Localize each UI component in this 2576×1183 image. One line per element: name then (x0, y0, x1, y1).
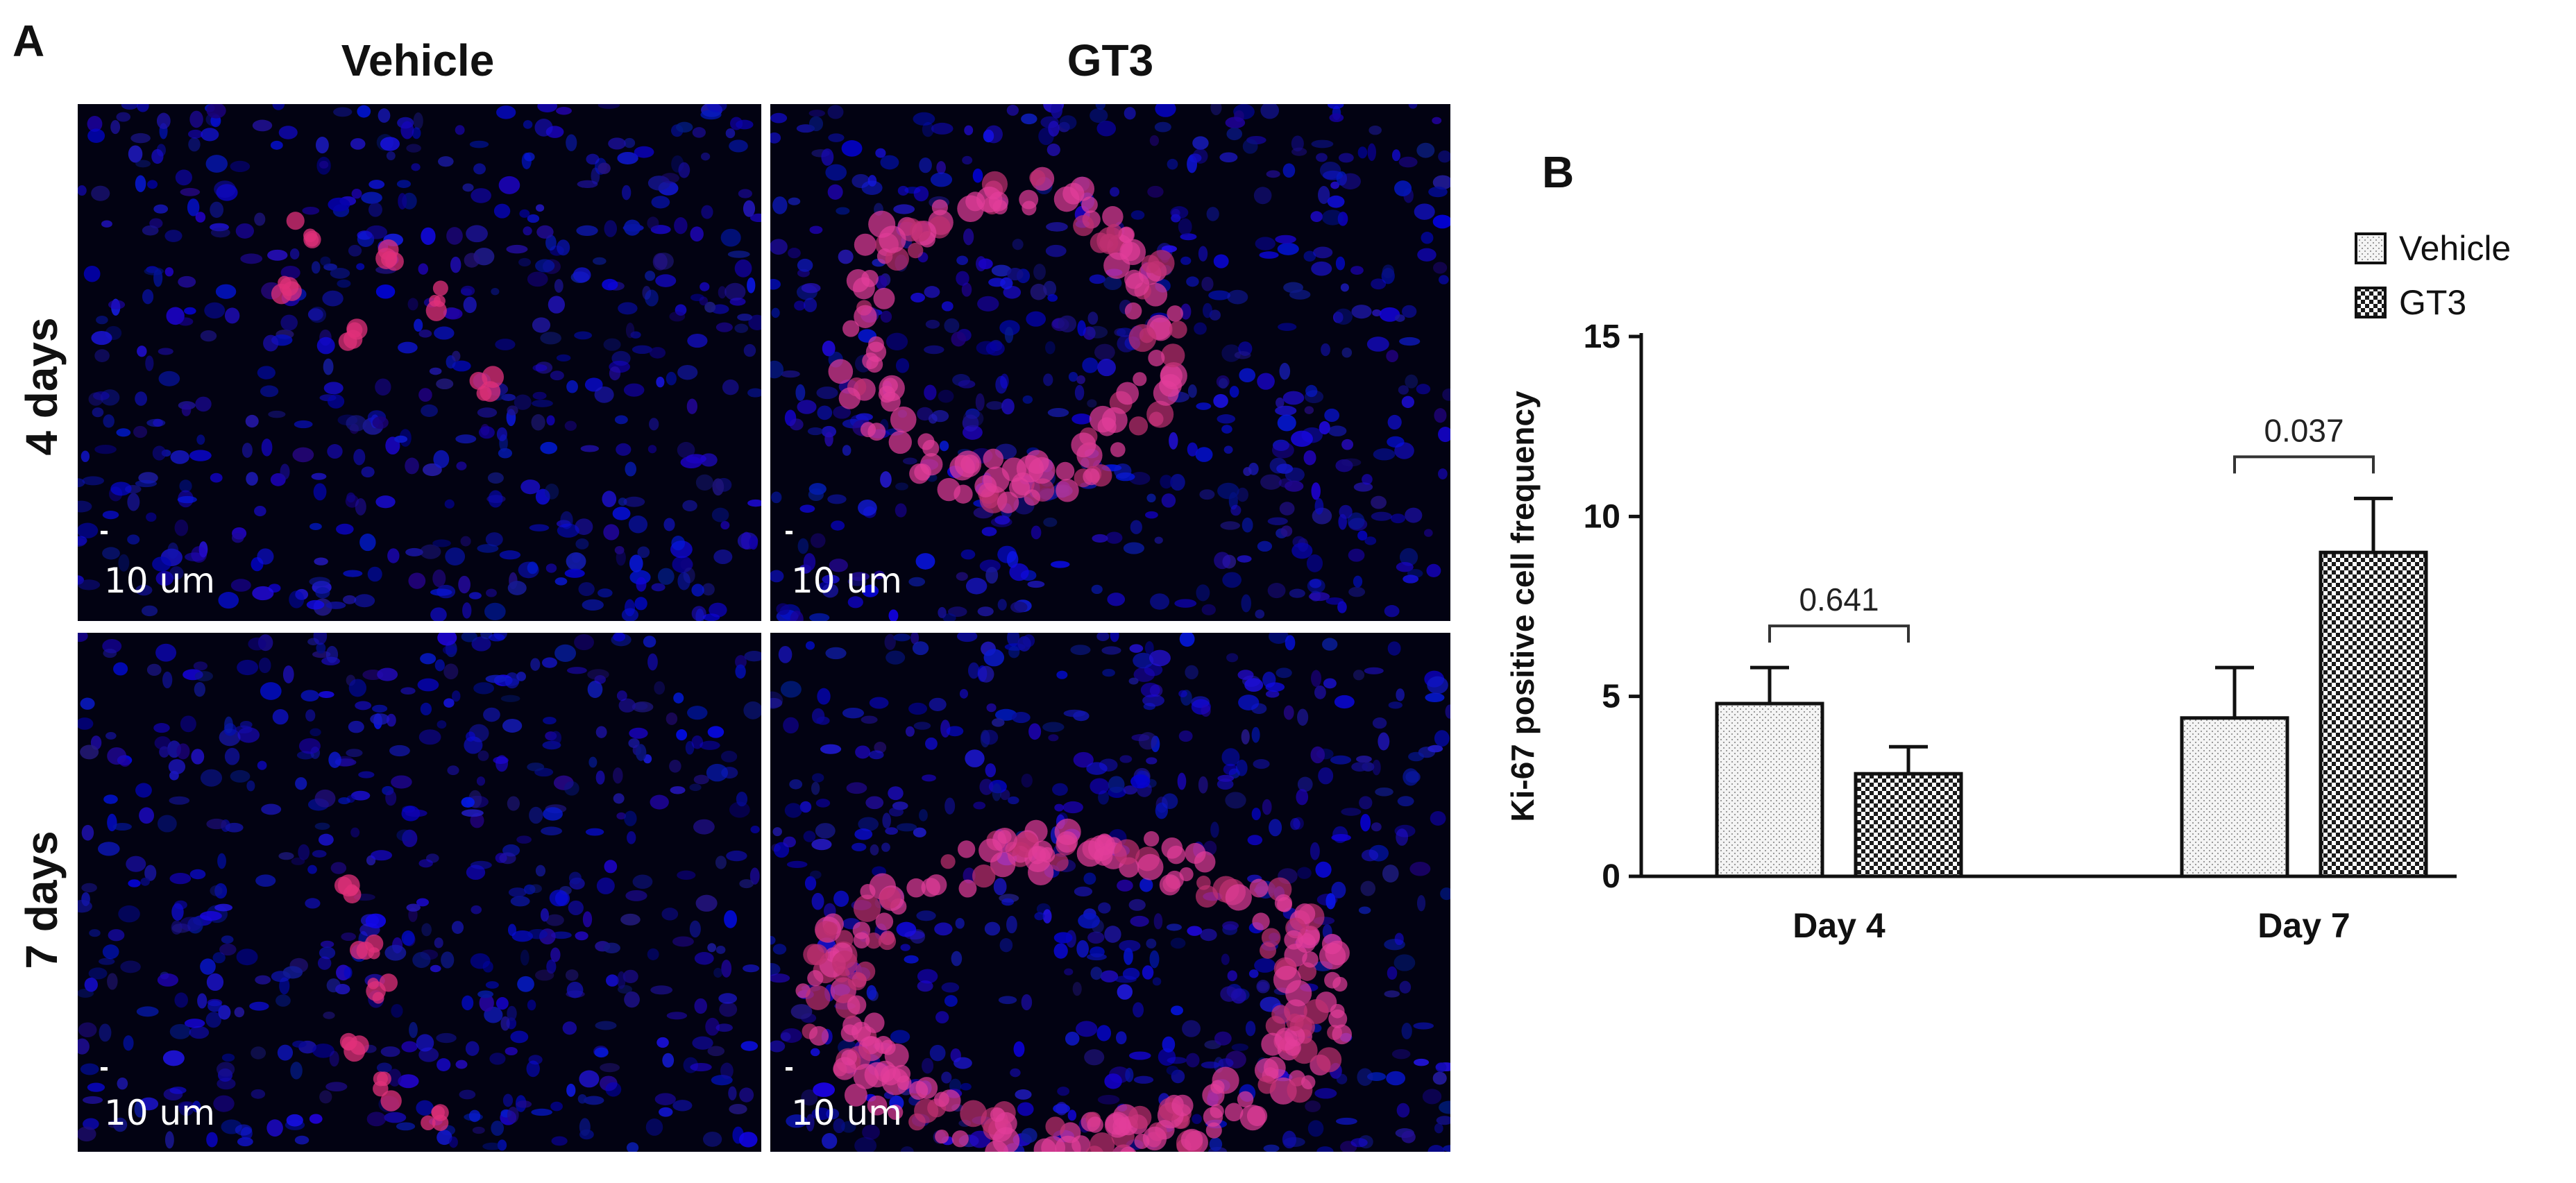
scale-label: 10 um (104, 1093, 215, 1133)
scale-bar (101, 531, 108, 534)
micrograph-gt3-7-days (770, 633, 1450, 1152)
scale-label: 10 um (791, 561, 902, 601)
y-tick-label: 15 (1584, 318, 1620, 355)
scale-bar (786, 1067, 793, 1071)
y-tick-label: 10 (1584, 498, 1620, 535)
significance-bracket (1768, 624, 1910, 643)
bar-gt3-day-7 (2319, 550, 2428, 878)
scale-label: 10 um (104, 561, 215, 601)
micrograph-gt3-4-days (770, 104, 1450, 621)
legend-label-vehicle: Vehicle (2399, 229, 2511, 268)
p-value-label: 0.037 (2264, 412, 2344, 448)
row-heading-7-days: 7 days (17, 831, 67, 969)
bar-chart: B 0 5 10 15 Ki-67 positive cell frequency Day … (1505, 147, 2511, 945)
scale-label: 10 um (791, 1093, 902, 1133)
micrograph-vehicle-7-days (78, 633, 761, 1152)
row-heading-4-days: 4 days (17, 317, 67, 456)
legend-swatch-vehicle (2355, 232, 2387, 264)
micrograph-vehicle-4-days (78, 104, 761, 621)
p-value-label: 0.641 (1799, 581, 1879, 618)
x-tick-label: Day 4 (1793, 906, 1886, 945)
scale-bar (786, 531, 793, 534)
legend-swatch-gt3 (2355, 287, 2387, 318)
scale-bar (101, 1067, 108, 1071)
legend-label-gt3: GT3 (2399, 283, 2466, 322)
significance-bracket (2233, 455, 2375, 474)
bar-vehicle-day-4 (1715, 701, 1824, 878)
y-tick-label: 5 (1602, 679, 1620, 715)
bar-gt3-day-4 (1854, 772, 1963, 878)
y-axis-label: Ki-67 positive cell frequency (1505, 391, 1541, 822)
column-heading-gt3: GT3 (1067, 35, 1154, 85)
column-heading-vehicle: Vehicle (341, 35, 495, 85)
bar-vehicle-day-7 (2180, 716, 2289, 878)
x-tick-label: Day 7 (2257, 906, 2350, 945)
y-tick-label: 0 (1602, 858, 1620, 895)
panel-b-letter: B (1542, 147, 1574, 197)
panel-a-letter: A (12, 16, 45, 66)
